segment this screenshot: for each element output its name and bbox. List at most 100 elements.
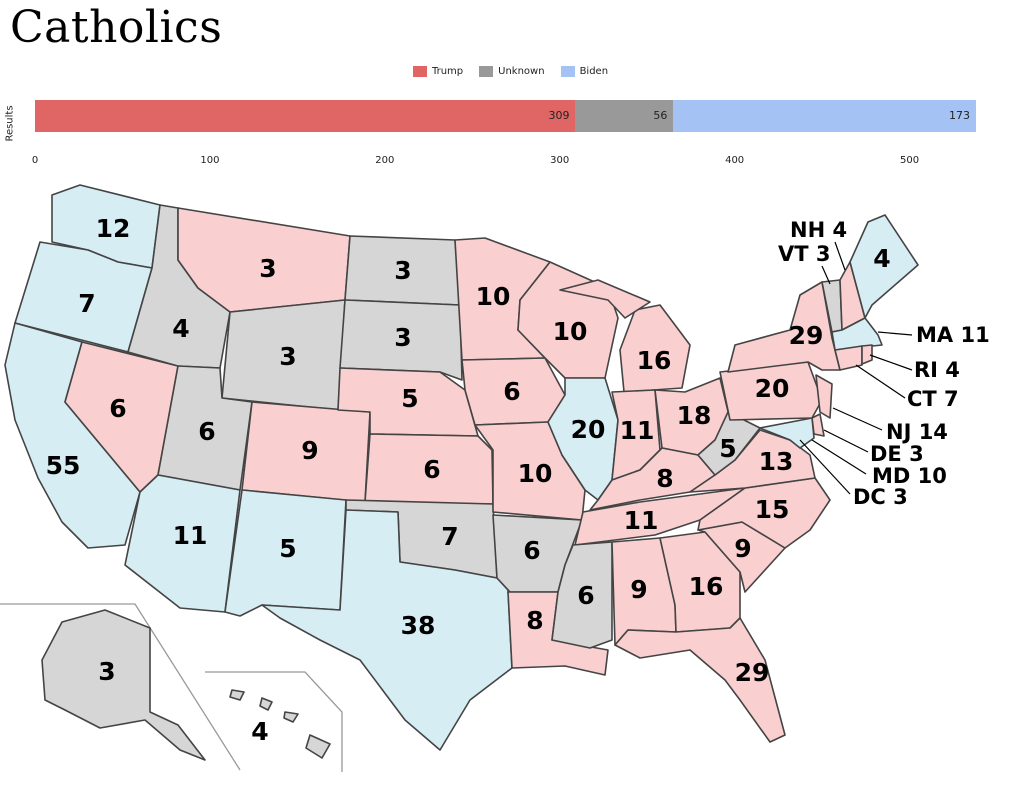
legend-swatch-unknown [479, 66, 494, 77]
ev-label-va: 13 [759, 447, 794, 476]
state-hi-islands[interactable] [229, 689, 299, 723]
state-tx[interactable] [261, 509, 513, 751]
ev-label-nv: 6 [109, 394, 126, 423]
ev-label-ne: 5 [401, 384, 418, 413]
leader-line-ct [855, 364, 906, 399]
callout-label-ma: MA 11 [916, 323, 990, 347]
ev-label-me: 4 [873, 244, 890, 273]
callout-label-nh: NH 4 [790, 218, 847, 242]
ev-label-mn: 10 [476, 282, 511, 311]
x-tick-label: 200 [375, 155, 395, 166]
ev-label-ms: 6 [577, 581, 594, 610]
callout-label-dc: DC 3 [853, 485, 908, 509]
ev-label-ar: 6 [523, 536, 540, 565]
ev-label-mt: 3 [259, 254, 276, 283]
state-nj[interactable] [815, 374, 833, 419]
callout-label-de: DE 3 [870, 442, 924, 466]
ev-label-az: 11 [173, 521, 208, 550]
ev-label-pa: 20 [755, 374, 790, 403]
stacked-results-bar: 309 56 173 [35, 100, 976, 132]
ev-label-nm: 5 [279, 534, 296, 563]
bar-value-unknown: 56 [653, 109, 668, 122]
us-electoral-map: 12 7 55 6 4 3 3 6 11 9 5 3 3 5 6 7 38 10… [0, 184, 990, 772]
x-tick-label: 100 [200, 155, 220, 166]
callout-label-nj: NJ 14 [886, 420, 948, 444]
ev-label-sd: 3 [394, 323, 411, 352]
legend-swatch-trump [412, 66, 427, 77]
state-az[interactable] [124, 474, 241, 613]
x-tick-label: 500 [899, 155, 920, 166]
ev-label-oh: 18 [677, 401, 712, 430]
ev-label-ks: 6 [423, 455, 440, 484]
ev-label-mi: 16 [637, 346, 672, 375]
ev-label-co: 9 [301, 436, 318, 465]
callout-label-vt: VT 3 [778, 242, 831, 266]
ev-label-nd: 3 [394, 256, 411, 285]
ev-label-id: 4 [172, 314, 189, 343]
state-me[interactable] [849, 214, 919, 319]
ev-label-ga: 16 [689, 572, 724, 601]
ev-label-ok: 7 [441, 522, 458, 551]
leader-line-vt [821, 265, 831, 285]
x-tick-label: 400 [725, 155, 745, 166]
ev-label-ny: 29 [789, 321, 824, 350]
ev-label-wi: 10 [553, 317, 588, 346]
state-ri[interactable] [861, 344, 873, 365]
leader-line-ri [869, 354, 913, 371]
callout-label-md: MD 10 [872, 464, 947, 488]
ev-label-al: 9 [630, 575, 647, 604]
page-title: Catholics [10, 2, 223, 53]
legend-swatch-biden [560, 66, 575, 77]
leader-line-md [811, 439, 867, 475]
callout-label-ct: CT 7 [907, 387, 959, 411]
state-ak[interactable] [41, 609, 206, 761]
state-ct[interactable] [834, 345, 863, 371]
leader-line-de [823, 429, 869, 453]
leader-line-ma [877, 331, 913, 336]
ev-label-wv: 5 [719, 434, 736, 463]
ev-label-or: 7 [78, 289, 95, 318]
ev-label-la: 8 [526, 606, 543, 635]
ev-label-ak: 3 [98, 657, 115, 686]
hawaii-inset-frame [205, 671, 343, 772]
ev-label-mo: 10 [518, 459, 553, 488]
ev-label-tn: 11 [624, 506, 659, 535]
y-axis-label: Results [4, 105, 16, 142]
state-fl[interactable] [614, 617, 786, 743]
legend-item-biden[interactable]: Biden [560, 66, 609, 77]
ev-label-ia: 6 [503, 377, 520, 406]
bar-segment-unknown[interactable]: 56 [575, 100, 674, 132]
bar-segment-biden[interactable]: 173 [673, 100, 976, 132]
ev-label-tx: 38 [401, 611, 436, 640]
ev-label-wy: 3 [279, 342, 296, 371]
legend-label-trump: Trump [431, 66, 464, 77]
state-hi[interactable] [305, 734, 331, 759]
alaska-inset-frame [0, 603, 241, 771]
ev-label-fl: 29 [735, 658, 770, 687]
state-mi-upper[interactable] [559, 279, 651, 319]
leader-line-dc [799, 439, 851, 495]
ev-label-in: 11 [620, 416, 655, 445]
x-axis: 0 100 200 300 400 500 [31, 155, 976, 169]
ev-label-ca: 55 [46, 451, 81, 480]
bar-segment-trump[interactable]: 309 [35, 100, 576, 132]
ev-label-ky: 8 [656, 464, 673, 493]
leader-line-nh [834, 241, 846, 271]
leader-line-nj [832, 407, 883, 431]
ev-label-sc: 9 [734, 534, 751, 563]
legend-label-biden: Biden [579, 66, 609, 77]
legend-item-unknown[interactable]: Unknown [479, 66, 545, 77]
legend-label-unknown: Unknown [498, 66, 545, 77]
x-tick-label: 300 [550, 155, 570, 166]
callout-label-ri: RI 4 [914, 358, 960, 382]
x-tick-label: 0 [31, 155, 39, 166]
state-il[interactable] [547, 377, 619, 501]
bar-value-biden: 173 [948, 109, 970, 122]
ev-label-ut: 6 [198, 417, 215, 446]
legend-item-trump[interactable]: Trump [412, 66, 464, 77]
ev-label-hi: 4 [251, 717, 268, 746]
chart-legend: Trump Unknown Biden [0, 66, 1021, 77]
state-sd[interactable] [339, 299, 463, 381]
state-mi[interactable] [619, 304, 691, 393]
ev-label-nc: 15 [755, 495, 790, 524]
